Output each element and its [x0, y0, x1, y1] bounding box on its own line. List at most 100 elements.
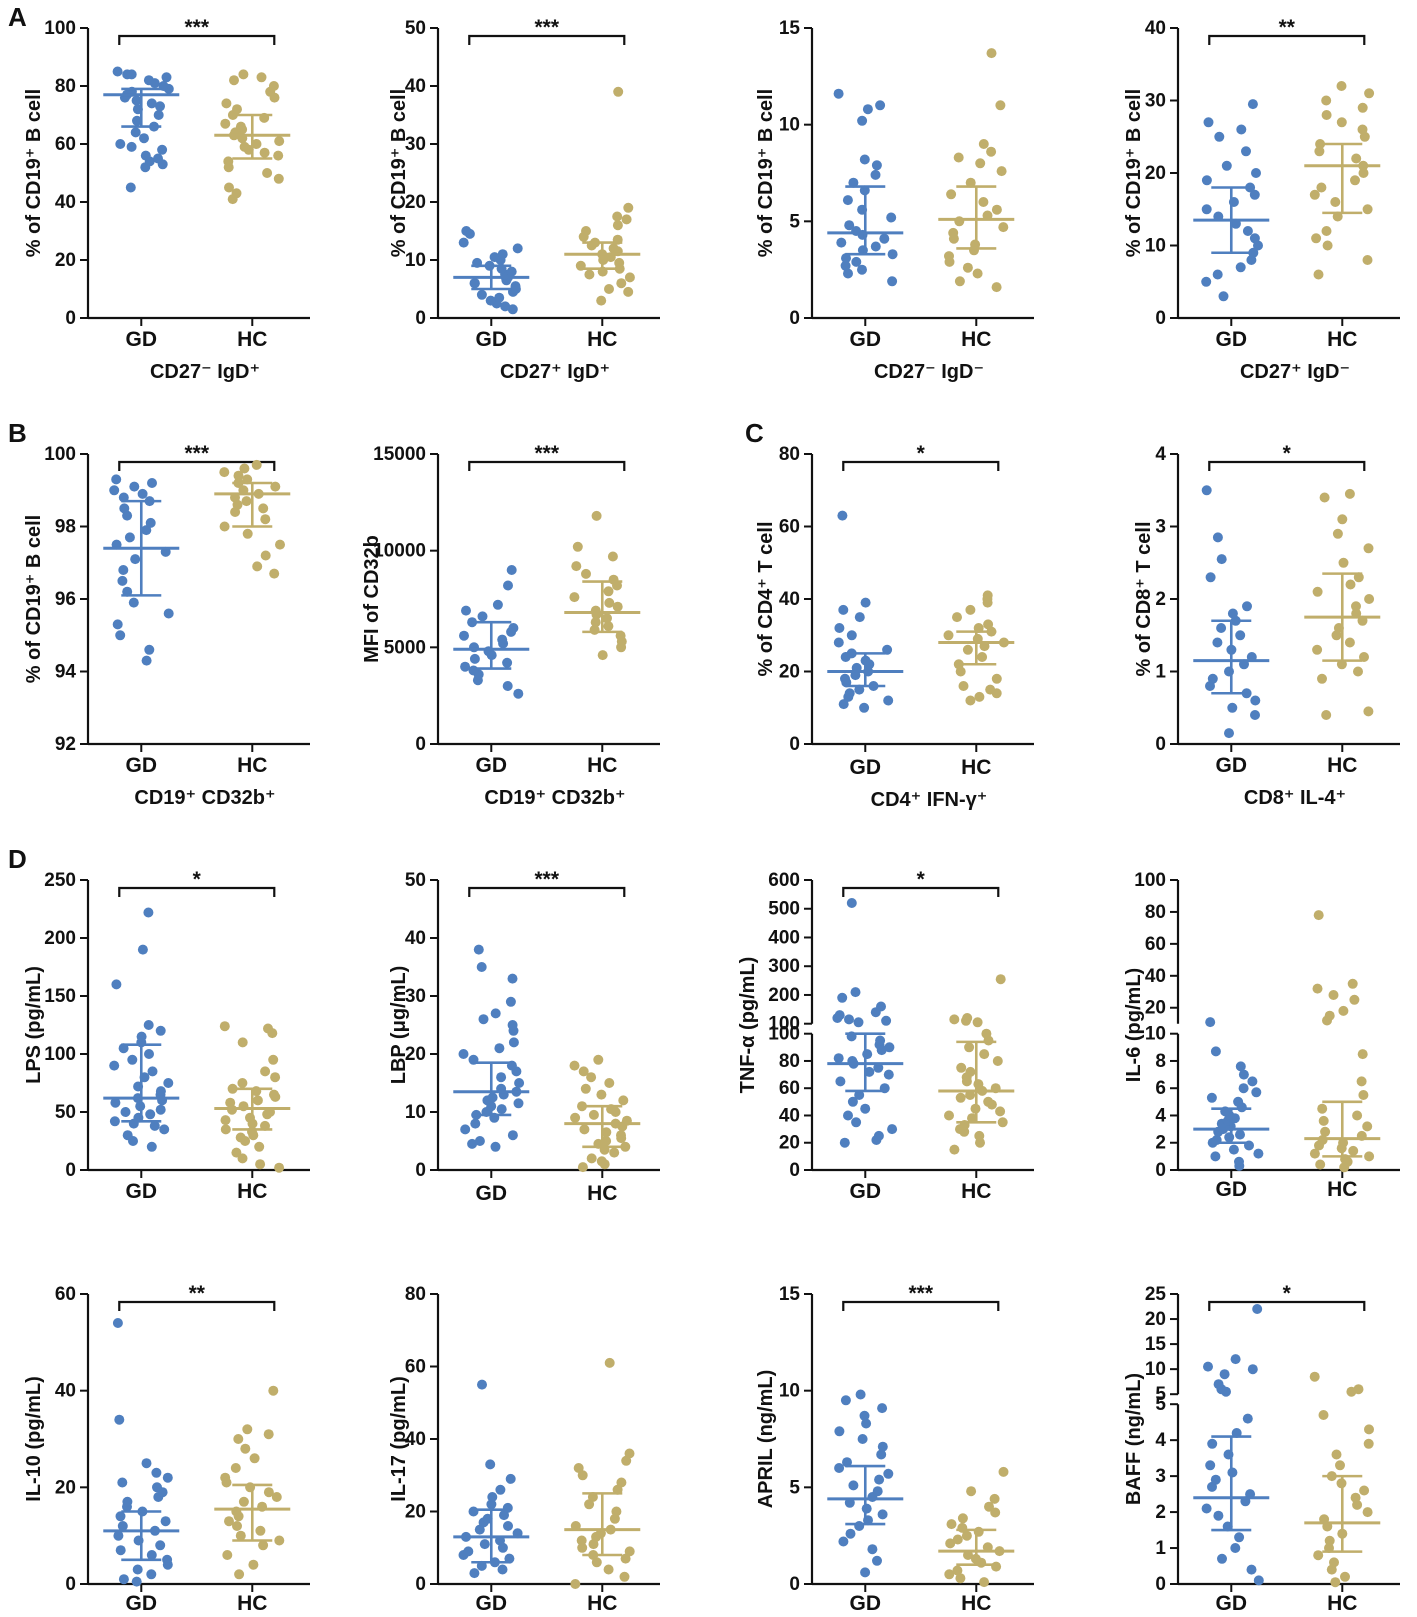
data-point: [219, 467, 230, 478]
data-point: [118, 1574, 129, 1585]
data-point: [949, 1144, 960, 1155]
data-point: [149, 1120, 160, 1131]
data-point: [593, 1054, 604, 1065]
data-point: [861, 1503, 872, 1514]
data-point: [862, 1049, 873, 1060]
data-point: [269, 1089, 279, 1100]
data-point: [1221, 160, 1232, 171]
y-tick-label: 1: [1155, 1538, 1166, 1559]
data-point: [127, 1054, 138, 1065]
data-point: [474, 1136, 485, 1146]
series-GD: [103, 474, 180, 666]
data-point: [836, 237, 847, 248]
y-tick-label: 250: [44, 870, 76, 891]
data-point: [886, 212, 897, 223]
data-point: [1362, 1121, 1373, 1132]
data-point: [249, 1453, 260, 1464]
data-point: [1249, 189, 1260, 200]
data-point: [965, 695, 976, 706]
y-tick-label: 150: [44, 986, 76, 1007]
data-point: [1205, 572, 1216, 583]
data-point: [496, 1104, 507, 1115]
data-point: [956, 1062, 967, 1073]
data-point: [979, 1049, 990, 1060]
significance-bracket: [118, 34, 276, 45]
data-point: [611, 1506, 622, 1517]
data-point: [877, 1403, 888, 1414]
data-point: [1359, 1485, 1370, 1496]
data-point: [573, 1463, 584, 1473]
data-point: [857, 1434, 868, 1444]
data-point: [238, 1496, 249, 1507]
series-HC: [564, 86, 641, 306]
data-point: [859, 1410, 870, 1421]
data-point: [586, 1153, 597, 1164]
data-point: [1362, 204, 1373, 215]
data-point: [991, 282, 1002, 293]
data-point: [124, 532, 135, 543]
data-point: [841, 253, 851, 264]
y-tick-label: 10: [779, 1381, 800, 1402]
data-point: [838, 699, 849, 710]
chart-panel-b1: B 92 94 96 98 100 GD HC % of CD19⁺ B cell CD19⁺ C…: [8, 418, 310, 809]
x-axis-label: CD27⁺ IgD⁻: [1240, 361, 1350, 383]
data-point: [838, 604, 849, 615]
y-tick-label: 0: [1155, 1160, 1166, 1181]
y-tick-label: 0: [415, 1574, 426, 1595]
data-point: [1312, 983, 1323, 994]
y-tick-label: 20: [55, 250, 76, 271]
data-point: [887, 249, 898, 260]
data-point: [111, 474, 122, 485]
data-point: [953, 152, 964, 163]
data-point: [1328, 990, 1339, 1000]
data-point: [239, 141, 250, 152]
y-axis-label: % of CD4⁺ T cell: [755, 521, 777, 676]
y-tick-label: 5: [1155, 1394, 1166, 1415]
data-point: [1362, 1507, 1373, 1518]
data-point: [883, 1069, 894, 1080]
data-point: [256, 72, 267, 83]
data-point: [884, 1042, 895, 1053]
data-point: [152, 1482, 162, 1493]
data-point: [160, 1516, 171, 1527]
data-point: [1321, 710, 1332, 720]
data-point: [1319, 492, 1330, 503]
data-point: [109, 1116, 120, 1127]
data-point: [1235, 1129, 1245, 1140]
data-point: [612, 220, 623, 231]
data-point: [163, 608, 174, 619]
data-point: [1214, 131, 1225, 142]
y-tick-label: 0: [65, 308, 76, 329]
x-category-label-GD: GD: [126, 328, 158, 351]
data-point: [965, 1090, 976, 1100]
data-point: [479, 1539, 490, 1550]
data-point: [1212, 532, 1223, 543]
data-point: [225, 1097, 236, 1108]
data-point: [146, 98, 157, 109]
y-tick-label: 10000: [373, 541, 426, 562]
x-category-label-HC: HC: [587, 1592, 617, 1615]
series-GD: [1193, 485, 1270, 739]
y-tick-label: 4: [1155, 1105, 1166, 1126]
data-point: [1324, 1535, 1335, 1546]
y-axis-label: % of CD19⁺ B cell: [23, 515, 45, 683]
data-point: [981, 1028, 992, 1039]
data-point: [1357, 124, 1368, 135]
data-point: [1213, 1510, 1224, 1521]
data-point: [848, 1480, 859, 1491]
data-point: [469, 1568, 480, 1579]
data-point: [1321, 110, 1332, 120]
data-point: [613, 86, 624, 97]
data-point: [224, 1516, 234, 1527]
data-point: [487, 1092, 498, 1103]
data-point: [155, 1104, 166, 1115]
data-point: [851, 256, 862, 267]
series-GD: [1193, 99, 1270, 302]
y-tick-label: 10: [405, 250, 426, 271]
data-point: [258, 503, 269, 514]
data-point: [130, 554, 141, 565]
data-point: [458, 237, 469, 248]
chart-panel-c2: 0 1 2 3 4 GD HC % of CD8⁺ T cell CD8⁺ IL-4⁺ *: [1133, 442, 1400, 809]
data-point: [1364, 1151, 1375, 1162]
